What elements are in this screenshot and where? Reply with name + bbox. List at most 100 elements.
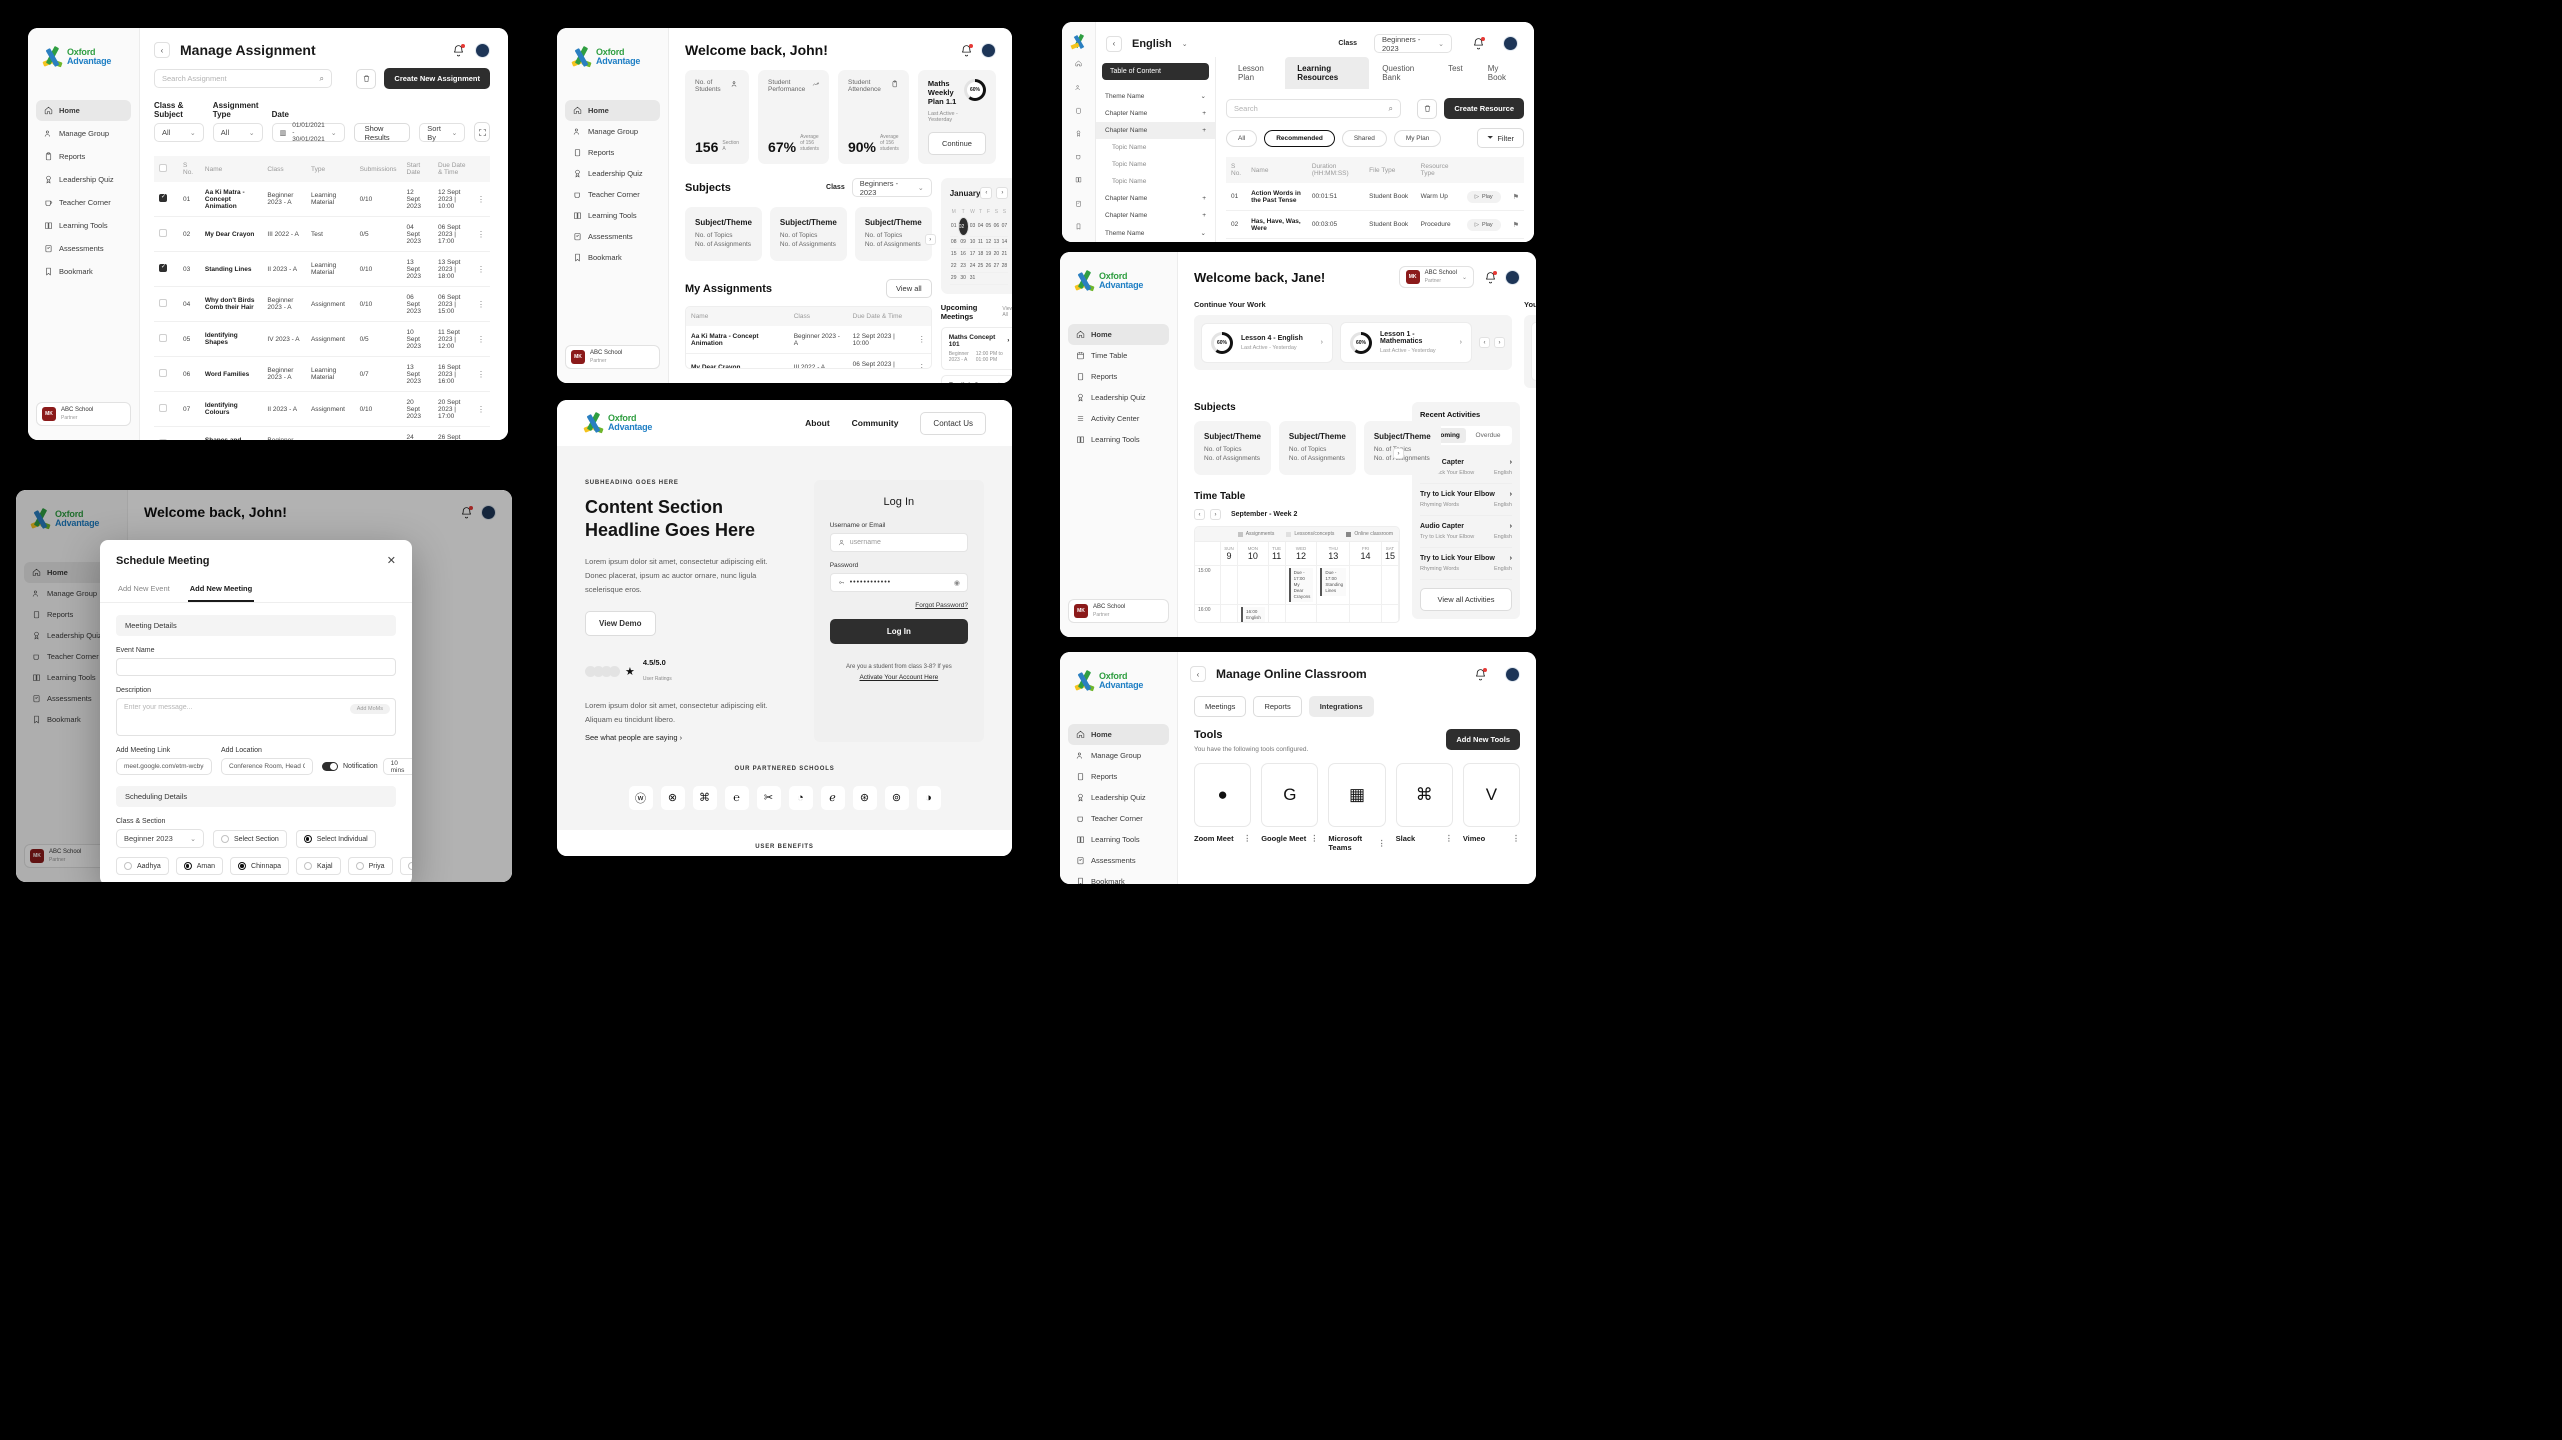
toc-item-topic[interactable]: Topic Name: [1096, 173, 1215, 190]
student-radio-chinnapa[interactable]: Chinnapa: [230, 857, 290, 875]
view-all-activities-button[interactable]: View all Activities: [1420, 588, 1512, 611]
school-badge[interactable]: MK ABC School Partner: [565, 345, 660, 369]
row-menu-button[interactable]: ⋮: [477, 440, 485, 441]
recent-tab-overdue[interactable]: Overdue: [1475, 432, 1501, 439]
meeting-link-input[interactable]: meet.google.com/etm-wcby-bfn: [116, 758, 212, 775]
activate-account-link[interactable]: Activate Your Account Here: [859, 674, 939, 681]
chip-my-plan[interactable]: My Plan: [1393, 129, 1442, 147]
create-assignment-button[interactable]: Create New Assignment: [384, 68, 490, 89]
toc-item-chapter[interactable]: Chapter Name +: [1096, 122, 1215, 139]
view-demo-button[interactable]: View Demo: [585, 610, 656, 636]
notifications-bell[interactable]: [460, 505, 473, 519]
timetable-event[interactable]: Due - 17:00 My Dear Crayons: [1288, 568, 1314, 603]
back-button[interactable]: ‹: [154, 42, 170, 58]
search-input[interactable]: Search Assignment ⌕: [154, 69, 332, 88]
row-menu-button[interactable]: ⋮: [477, 264, 485, 274]
row-menu-button[interactable]: ⋮: [477, 334, 485, 344]
sidebar-item-activity-center[interactable]: Activity Center: [1068, 408, 1169, 429]
clipboard-icon[interactable]: [1073, 107, 1084, 114]
sidebar-item-learning-tools[interactable]: Learning Tools: [1068, 829, 1169, 850]
calendar-day[interactable]: 14: [1000, 236, 1009, 249]
sidebar-item-teacher-corner[interactable]: Teacher Corner: [1068, 808, 1169, 829]
calendar-day[interactable]: 06: [992, 217, 1001, 237]
tool-menu-button[interactable]: ⋮: [1243, 834, 1252, 843]
notification-toggle[interactable]: [322, 762, 338, 771]
sidebar-item-bookmark[interactable]: Bookmark: [1068, 871, 1169, 884]
sidebar-item-assessments[interactable]: Assessments: [565, 226, 660, 247]
sidebar-item-home[interactable]: Home: [565, 100, 660, 121]
calendar-day[interactable]: 19: [984, 248, 993, 261]
location-input[interactable]: Conference Room, Head Office: [221, 758, 313, 775]
calendar-day[interactable]: 12: [984, 236, 993, 249]
calendar-day[interactable]: 02: [957, 217, 969, 236]
add-new-tools-button[interactable]: Add New Tools: [1446, 729, 1520, 750]
table-row[interactable]: 05 Identifying Shapes IV 2023 - A Assign…: [154, 321, 490, 357]
view-all-assignments-button[interactable]: View all: [886, 279, 932, 298]
sidebar-item-reports[interactable]: Reports: [1068, 766, 1169, 787]
calendar-next-button[interactable]: ›: [996, 187, 1009, 199]
sidebar-item-manage-group[interactable]: Manage Group: [1068, 745, 1169, 766]
row-menu-button[interactable]: ⋮: [477, 404, 485, 414]
week-prev-button[interactable]: ‹: [1194, 509, 1205, 520]
sidebar-item-teacher-corner[interactable]: Teacher Corner: [24, 646, 119, 667]
student-radio-aman[interactable]: Aman: [175, 857, 224, 875]
radio-select-section[interactable]: Select Section: [213, 830, 287, 848]
sidebar-item-home[interactable]: Home: [1068, 324, 1169, 345]
event-name-input[interactable]: [116, 658, 396, 676]
sidebar-item-learning-tools[interactable]: Learning Tools: [1068, 429, 1169, 450]
meeting-item[interactable]: Maths Concept 101 › Beginner 2023 - A 12:0…: [940, 326, 1012, 370]
book-icon[interactable]: [1073, 176, 1084, 183]
sidebar-item-learning-tools[interactable]: Learning Tools: [565, 205, 660, 226]
sidebar-item-leadership-quiz[interactable]: Leadership Quiz: [1068, 387, 1169, 408]
play-button[interactable]: ▷ Play: [1466, 190, 1501, 203]
sidebar-item-reports[interactable]: Reports: [24, 604, 119, 625]
tool-menu-button[interactable]: ⋮: [1512, 834, 1521, 843]
calendar-day[interactable]: 28: [1000, 260, 1009, 273]
tool-card[interactable]: ⌘: [1395, 763, 1453, 827]
school-badge[interactable]: MK ABC School Partner: [36, 402, 131, 426]
sidebar-item-bookmark[interactable]: Bookmark: [24, 709, 119, 730]
sidebar-item-leadership-quiz[interactable]: Leadership Quiz: [1068, 787, 1169, 808]
sidebar-item-learning-tools[interactable]: Learning Tools: [24, 667, 119, 688]
table-row[interactable]: 04 Why don't Birds Comb their Hair Begin…: [154, 286, 490, 322]
calendar-day[interactable]: 31: [968, 272, 977, 285]
notifications-bell[interactable]: [1484, 270, 1497, 284]
sidebar-item-bookmark[interactable]: Bookmark: [565, 247, 660, 268]
row-checkbox[interactable]: [159, 404, 167, 412]
row-checkbox[interactable]: [159, 369, 167, 377]
continue-button[interactable]: Continue: [927, 132, 986, 155]
row-checkbox[interactable]: [159, 299, 167, 307]
modal-tab-add-new-event[interactable]: Add New Event: [118, 584, 170, 593]
calendar-day[interactable]: 09: [957, 236, 969, 249]
subject-card[interactable]: Subject/Theme No. of Topics No. of Assig…: [1278, 421, 1356, 475]
password-input[interactable]: •••••••••••• ◉: [829, 573, 968, 592]
avatar[interactable]: [1503, 36, 1518, 51]
avatar[interactable]: [481, 504, 496, 520]
sidebar-item-leadership-quiz[interactable]: Leadership Quiz: [565, 163, 660, 184]
meetings-view-all[interactable]: View All: [1002, 305, 1012, 318]
tab-lesson-plan[interactable]: Lesson Plan: [1238, 64, 1264, 82]
subject-card[interactable]: Subject/Theme No. of Topics No. of Assig…: [685, 207, 762, 261]
calendar-day[interactable]: 24: [968, 260, 977, 273]
notifications-bell[interactable]: [1474, 667, 1487, 681]
timetable-cell[interactable]: [1317, 605, 1351, 622]
nav-about[interactable]: About: [805, 418, 830, 428]
tool-menu-button[interactable]: ⋮: [1444, 834, 1453, 843]
timetable-cell[interactable]: Due - 17:00 My Dear Crayons: [1285, 566, 1318, 606]
table-row[interactable]: 02 My Dear Crayon III 2022 - A Test 0/5 …: [154, 216, 490, 252]
sidebar-item-home[interactable]: Home: [36, 100, 131, 121]
sidebar-item-assessments[interactable]: Assessments: [1068, 850, 1169, 871]
timetable-cell[interactable]: [1286, 605, 1318, 622]
table-row[interactable]: 03 Standing Lines II 2023 - A Learning M…: [154, 251, 490, 287]
avatar[interactable]: [475, 42, 490, 58]
row-menu-button[interactable]: ⋮: [477, 229, 485, 239]
row-checkbox[interactable]: [159, 193, 167, 202]
student-radio-sunidhi[interactable]: Sunidhi: [399, 857, 412, 875]
bookmark-icon[interactable]: ⚑: [1512, 193, 1519, 201]
student-radio-kajal[interactable]: Kajal: [296, 857, 341, 875]
table-row[interactable]: 08 Shapes and Colours Beginner 2023 - A …: [154, 426, 490, 441]
sort-by-select[interactable]: Sort By ⌄: [419, 123, 466, 142]
chip-shared[interactable]: Shared: [1341, 129, 1387, 147]
calendar-day[interactable]: 18: [976, 248, 985, 261]
tab-my-book[interactable]: My Book: [1487, 64, 1506, 82]
